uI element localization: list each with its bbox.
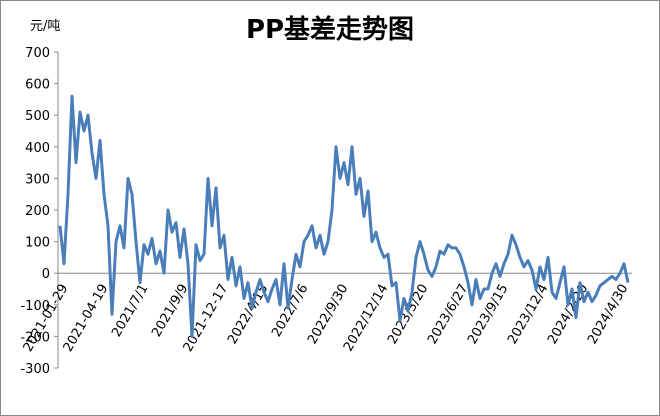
y-tick-label: 700 xyxy=(25,46,50,61)
y-tick-label: -100 xyxy=(20,299,50,314)
y-tick-label: 200 xyxy=(25,204,50,219)
y-tick-label: -200 xyxy=(20,330,50,345)
y-axis-label: 元/吨 xyxy=(30,19,60,34)
y-tick-label: 400 xyxy=(25,141,50,156)
y-tick-label: 100 xyxy=(25,236,50,251)
chart-title: PP基差走势图 xyxy=(246,14,414,45)
y-tick-label: 600 xyxy=(25,78,50,93)
y-tick-label: 0 xyxy=(42,267,50,282)
y-tick-label: -300 xyxy=(20,362,50,377)
y-tick-label: 300 xyxy=(25,172,50,187)
data-line xyxy=(58,94,630,338)
y-tick-label: 500 xyxy=(25,109,50,124)
